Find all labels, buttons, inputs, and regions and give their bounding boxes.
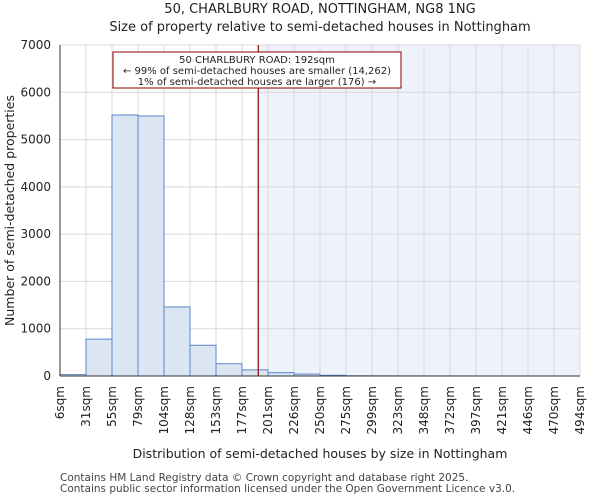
x-tick-label: 31sqm	[79, 386, 93, 427]
annotation-box-frame	[112, 51, 402, 89]
shaded-region	[258, 45, 580, 376]
y-axis-label: Number of semi-detached properties	[2, 95, 17, 326]
x-axis-label: Distribution of semi-detached houses by …	[133, 446, 508, 461]
axes	[59, 45, 580, 377]
x-tick-label: 153sqm	[209, 386, 223, 434]
x-tick-label: 55sqm	[105, 386, 119, 427]
y-tick-label: 4000	[20, 180, 51, 194]
bar	[241, 369, 269, 377]
x-tick-label: 104sqm	[157, 386, 171, 434]
x-tick-label: 323sqm	[391, 386, 405, 434]
y-tick-label: 6000	[20, 85, 51, 99]
x-tick-label: 128sqm	[183, 386, 197, 434]
x-tick-label: 372sqm	[443, 386, 457, 434]
x-tick-label: 397sqm	[469, 386, 483, 434]
bar	[111, 114, 139, 377]
annotation-box: 50 CHARLBURY ROAD: 192sqm ← 99% of semi-…	[112, 51, 402, 89]
annotation-line-1: 50 CHARLBURY ROAD: 192sqm	[179, 55, 335, 66]
x-tick-label: 79sqm	[131, 386, 145, 427]
x-tick-label: 446sqm	[521, 386, 535, 434]
x-tick-label: 6sqm	[53, 386, 67, 419]
bar	[215, 363, 243, 377]
chart-subtitle: Size of property relative to semi-detach…	[109, 20, 530, 35]
footer-attribution-1: Contains HM Land Registry data © Crown c…	[60, 472, 469, 484]
bar	[189, 344, 217, 377]
x-tick-label: 177sqm	[235, 386, 249, 434]
x-tick-label: 494sqm	[573, 386, 587, 434]
x-tick-label: 348sqm	[417, 386, 431, 434]
x-tick-label: 201sqm	[261, 386, 275, 434]
y-tick-label: 1000	[20, 322, 51, 336]
x-tick-label: 470sqm	[547, 386, 561, 434]
annotation-line-3: 1% of semi-detached houses are larger (1…	[138, 77, 376, 88]
larger-region-shading	[258, 45, 580, 376]
y-tick-label: 5000	[20, 133, 51, 147]
x-tick-label: 250sqm	[313, 386, 327, 434]
x-tick-label: 299sqm	[365, 386, 379, 434]
bar	[137, 115, 165, 377]
x-tick-label: 226sqm	[287, 386, 301, 434]
y-tick-label: 7000	[20, 38, 51, 52]
y-tick-label: 0	[43, 369, 51, 383]
annotation-line-2: ← 99% of semi-detached houses are smalle…	[123, 66, 391, 77]
x-tick-label: 275sqm	[339, 386, 353, 434]
bars	[59, 114, 477, 377]
y-tick-labels: 0 1000 2000 3000 4000 5000 6000 7000	[20, 38, 51, 383]
bar	[163, 306, 191, 377]
bar	[85, 338, 113, 377]
x-tick-label: 421sqm	[495, 386, 509, 434]
y-tick-label: 2000	[20, 274, 51, 288]
x-tick-labels: 6sqm 31sqm 55sqm 79sqm 104sqm 128sqm 153sqm 177…	[53, 386, 587, 434]
y-tick-label: 3000	[20, 227, 51, 241]
footer-attribution-2: Contains public sector information licen…	[60, 483, 516, 495]
chart-title: 50, CHARLBURY ROAD, NOTTINGHAM, NG8 1NG	[164, 2, 475, 17]
